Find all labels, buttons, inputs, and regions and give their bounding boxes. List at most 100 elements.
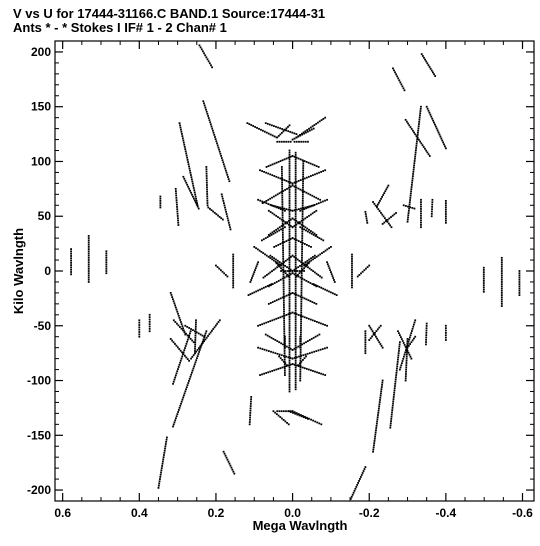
uv-point xyxy=(291,184,294,187)
uv-point xyxy=(351,258,353,260)
uv-point xyxy=(291,182,294,185)
uv-point xyxy=(191,355,194,358)
uv-track xyxy=(205,166,209,207)
uv-point xyxy=(393,387,396,390)
uv-point xyxy=(363,468,366,470)
uv-point xyxy=(307,192,310,195)
uv-point xyxy=(311,319,314,322)
uv-point xyxy=(285,140,288,143)
uv-point xyxy=(203,104,206,107)
uv-point xyxy=(195,321,197,324)
uv-point xyxy=(282,419,285,421)
uv-point xyxy=(183,143,186,146)
uv-point xyxy=(500,256,503,259)
uv-point xyxy=(305,367,308,370)
uv-point xyxy=(196,357,198,360)
uv-track xyxy=(381,212,397,225)
uv-track xyxy=(148,313,151,333)
uv-point xyxy=(316,285,319,287)
uv-point xyxy=(179,326,181,328)
uv-point xyxy=(298,355,300,358)
uv-point xyxy=(273,195,275,198)
uv-point xyxy=(373,437,376,440)
uv-point xyxy=(284,221,287,224)
uv-point xyxy=(294,348,297,351)
uv-point xyxy=(425,322,428,325)
uv-track xyxy=(291,237,312,248)
uv-point xyxy=(158,480,161,483)
uv-point xyxy=(294,340,297,342)
uv-point xyxy=(294,156,297,158)
uv-point xyxy=(288,197,291,200)
uv-point xyxy=(87,241,90,244)
uv-point xyxy=(183,354,186,357)
uv-point xyxy=(294,178,297,180)
uv-point xyxy=(414,149,417,152)
uv-point xyxy=(205,175,208,177)
uv-point xyxy=(311,163,314,166)
uv-point xyxy=(391,409,394,411)
uv-point xyxy=(314,284,317,286)
uv-point xyxy=(288,300,291,303)
uv-point xyxy=(417,127,420,130)
uv-point xyxy=(406,348,408,351)
uv-point xyxy=(377,409,380,412)
uv-point xyxy=(185,181,188,184)
uv-point xyxy=(250,398,252,401)
uv-track xyxy=(364,210,369,224)
uv-point xyxy=(198,348,201,351)
uv-point xyxy=(294,281,297,283)
uv-point xyxy=(253,291,256,294)
uv-track xyxy=(291,169,327,185)
uv-point xyxy=(174,343,176,345)
uv-point xyxy=(430,215,433,218)
uv-point xyxy=(259,199,262,202)
uv-point xyxy=(283,179,286,181)
uv-point xyxy=(372,448,375,451)
uv-point xyxy=(296,413,299,416)
uv-point xyxy=(193,363,196,366)
uv-point xyxy=(297,187,300,190)
uv-point xyxy=(174,376,177,379)
uv-track xyxy=(372,379,384,453)
uv-point xyxy=(202,100,205,103)
uv-point xyxy=(174,304,176,307)
uv-point xyxy=(316,236,319,238)
uv-point xyxy=(293,347,296,350)
uv-point xyxy=(299,348,302,351)
uv-point xyxy=(283,361,286,363)
uv-point xyxy=(315,350,318,352)
uv-point xyxy=(301,246,304,248)
uv-point xyxy=(294,263,297,266)
uv-point xyxy=(414,133,417,136)
uv-point xyxy=(308,129,311,132)
uv-track xyxy=(404,338,409,382)
uv-point xyxy=(320,322,322,325)
uv-track xyxy=(288,149,291,393)
uv-point xyxy=(299,276,302,279)
uv-point xyxy=(482,279,485,282)
uv-track xyxy=(247,283,273,296)
uv-point xyxy=(70,250,72,253)
uv-point xyxy=(232,271,235,273)
uv-point xyxy=(199,346,202,349)
uv-point xyxy=(418,121,421,123)
uv-point xyxy=(223,272,226,275)
uv-point xyxy=(351,262,353,265)
uv-point xyxy=(198,44,201,47)
uv-point xyxy=(307,417,309,420)
uv-point xyxy=(281,159,284,162)
uv-point xyxy=(420,208,422,210)
uv-point xyxy=(354,487,357,490)
uv-point xyxy=(300,354,303,357)
uv-point xyxy=(163,454,165,456)
uv-point xyxy=(220,193,223,196)
uv-point xyxy=(289,363,292,366)
uv-point xyxy=(364,334,367,337)
uv-point xyxy=(284,189,287,191)
uv-point xyxy=(70,268,72,271)
uv-point xyxy=(288,193,291,196)
uv-point xyxy=(273,318,276,321)
uv-point xyxy=(301,217,304,220)
uv-point xyxy=(294,311,297,314)
